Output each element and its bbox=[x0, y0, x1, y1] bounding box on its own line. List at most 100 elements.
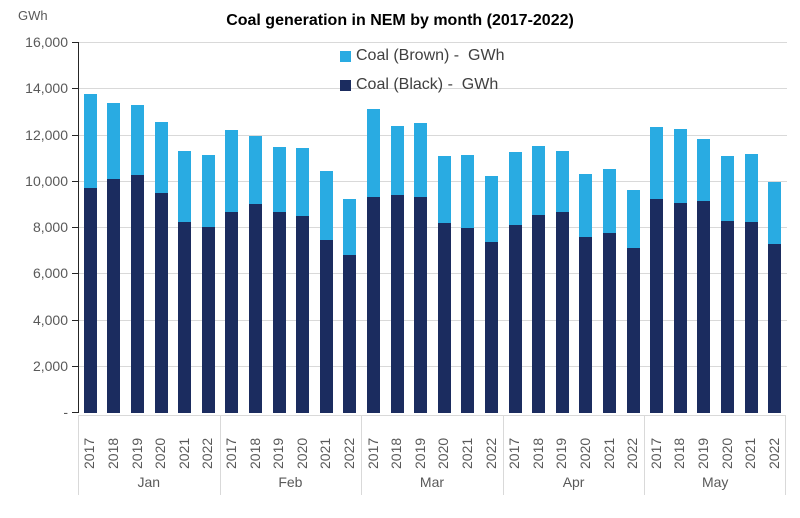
bar-segment-black bbox=[437, 223, 451, 413]
bar-segment-brown bbox=[296, 148, 310, 217]
gridline bbox=[79, 88, 787, 90]
gridline bbox=[79, 227, 787, 228]
y-axis-tick bbox=[72, 412, 79, 413]
x-axis-year-label: 2021 bbox=[317, 437, 334, 469]
bar-segment-black bbox=[319, 239, 333, 413]
x-axis-year-label: 2019 bbox=[553, 437, 570, 469]
bar-segment-black bbox=[154, 193, 168, 413]
bar-segment-black bbox=[721, 221, 734, 413]
x-axis-year-label: 2021 bbox=[742, 437, 759, 469]
bar-segment-brown bbox=[579, 173, 593, 238]
x-axis-year-label: 2022 bbox=[624, 437, 641, 469]
y-axis-label: 8,000 bbox=[32, 219, 68, 235]
x-axis-group-separator bbox=[220, 416, 221, 495]
x-axis-year-label: 2018 bbox=[246, 437, 263, 469]
y-axis-label: 2,000 bbox=[32, 357, 68, 374]
y-axis-label: - bbox=[63, 404, 68, 420]
x-axis-year-label: 2019 bbox=[411, 437, 428, 469]
bar-segment-black bbox=[532, 215, 546, 413]
x-axis-year-label: 2021 bbox=[600, 437, 617, 469]
bar-segment-black bbox=[508, 224, 522, 413]
x-axis-year-label: 2017 bbox=[222, 437, 239, 469]
bar-segment-brown bbox=[414, 122, 428, 197]
bar-segment-brown bbox=[107, 103, 121, 180]
bar-may-2021 bbox=[744, 154, 758, 413]
x-axis-year-label: 2018 bbox=[388, 437, 405, 469]
bar-segment-brown bbox=[650, 127, 664, 200]
bar-segment-brown bbox=[744, 154, 758, 223]
x-axis-year-label: 2019 bbox=[128, 437, 145, 469]
bar-segment-brown bbox=[555, 150, 569, 212]
legend-item-coal-brown: Coal (Brown) - GWh bbox=[340, 46, 504, 66]
gridline bbox=[79, 42, 787, 43]
y-axis-label: 4,000 bbox=[32, 311, 68, 328]
bar-segment-brown bbox=[178, 150, 192, 223]
y-axis-label: 6,000 bbox=[32, 265, 68, 282]
x-axis-year-label: 2022 bbox=[199, 437, 216, 469]
bar-segment-brown bbox=[721, 156, 734, 222]
bar-feb-2022 bbox=[343, 199, 357, 413]
bar-segment-black bbox=[603, 232, 616, 413]
bar-segment-brown bbox=[249, 135, 262, 204]
bar-segment-black bbox=[697, 201, 711, 413]
y-axis-unit-label: GWh bbox=[18, 8, 48, 23]
y-axis-tick bbox=[72, 273, 79, 275]
bar-mar-2020 bbox=[437, 156, 451, 413]
y-axis-tick bbox=[72, 88, 79, 90]
y-axis-tick bbox=[72, 365, 79, 367]
x-axis-year-label: 2017 bbox=[81, 437, 98, 469]
x-axis-group-separator bbox=[644, 416, 645, 495]
bar-may-2022 bbox=[768, 181, 782, 413]
bar-may-2020 bbox=[721, 156, 734, 413]
x-axis-year-label: 2019 bbox=[270, 437, 287, 469]
x-axis-year-label: 2017 bbox=[506, 437, 523, 469]
legend-item-coal-black: Coal (Black) - GWh bbox=[340, 75, 504, 95]
bar-feb-2017 bbox=[225, 129, 239, 413]
bar-segment-brown bbox=[437, 156, 451, 224]
y-axis-label: 12,000 bbox=[25, 126, 68, 143]
x-axis-year-label: 2021 bbox=[458, 437, 475, 469]
coal-black-swatch-icon bbox=[340, 79, 351, 91]
bar-segment-black bbox=[367, 196, 380, 413]
bar-segment-black bbox=[83, 187, 97, 413]
bar-segment-brown bbox=[225, 129, 239, 212]
bar-feb-2019 bbox=[272, 147, 286, 413]
gridline bbox=[79, 365, 787, 367]
bar-segment-brown bbox=[603, 169, 616, 233]
bar-may-2017 bbox=[650, 127, 664, 413]
x-axis-year-label: 2021 bbox=[175, 437, 192, 469]
bar-mar-2019 bbox=[414, 122, 428, 413]
bar-segment-brown bbox=[201, 155, 215, 227]
bar-segment-black bbox=[201, 226, 215, 413]
y-axis-tick bbox=[72, 42, 79, 43]
bar-segment-brown bbox=[626, 189, 640, 248]
gridline bbox=[79, 134, 787, 136]
bar-segment-black bbox=[414, 196, 428, 413]
bar-segment-brown bbox=[272, 147, 286, 212]
bar-segment-black bbox=[485, 241, 498, 413]
x-axis-year-label: 2020 bbox=[576, 437, 593, 469]
x-axis-year-label: 2018 bbox=[104, 437, 121, 469]
bar-segment-black bbox=[249, 203, 262, 413]
bar-segment-brown bbox=[390, 126, 404, 195]
gridline bbox=[79, 319, 787, 321]
chart-title: Coal generation in NEM by month (2017-20… bbox=[226, 12, 574, 29]
x-axis-group-separator bbox=[503, 416, 504, 495]
x-axis-month-label: Feb bbox=[278, 474, 303, 490]
bar-segment-black bbox=[650, 199, 664, 413]
bar-feb-2021 bbox=[319, 171, 333, 413]
bar-may-2019 bbox=[697, 139, 711, 413]
x-axis-month-label: Apr bbox=[562, 474, 585, 490]
y-axis-tick bbox=[72, 134, 79, 136]
bar-apr-2019 bbox=[555, 150, 569, 413]
bar-segment-brown bbox=[508, 151, 522, 225]
bar-segment-brown bbox=[131, 105, 144, 175]
bar-mar-2021 bbox=[461, 155, 475, 413]
x-axis-year-label: 2018 bbox=[529, 437, 546, 469]
bar-mar-2017 bbox=[367, 108, 380, 413]
bar-jan-2017 bbox=[83, 93, 97, 413]
bar-jan-2019 bbox=[131, 105, 144, 413]
y-axis-tick bbox=[72, 227, 79, 228]
coal-brown-swatch-icon bbox=[340, 50, 351, 62]
x-axis-year-label: 2020 bbox=[435, 437, 452, 469]
